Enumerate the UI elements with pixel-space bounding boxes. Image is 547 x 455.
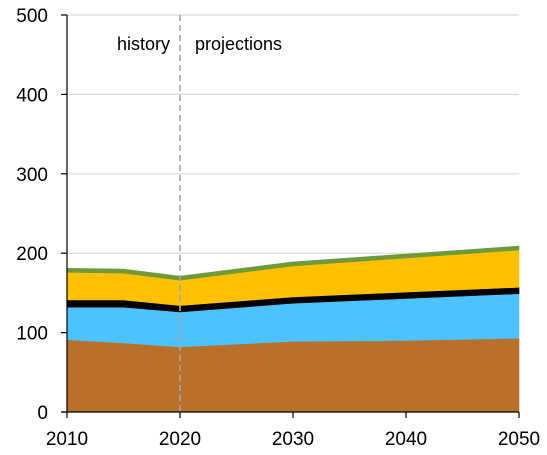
projections-label: projections	[195, 34, 282, 54]
axes: 0 100 200 300 400 500 2010 2020 2030 2040 2050	[16, 6, 540, 450]
x-tick-label-2010: 2010	[46, 429, 88, 450]
area-series-1	[66, 337, 520, 413]
y-tick-label-200: 200	[16, 244, 48, 265]
history-label: history	[117, 34, 170, 54]
x-tick-label-2050: 2050	[498, 429, 540, 450]
y-tick-label-0: 0	[37, 403, 48, 424]
y-tick-label-400: 400	[16, 85, 48, 106]
x-tick-label-2040: 2040	[385, 429, 427, 450]
x-tick-label-2020: 2020	[159, 429, 201, 450]
y-tick-label-100: 100	[16, 324, 48, 345]
y-tick-label-300: 300	[16, 165, 48, 186]
y-tick-label-500: 500	[16, 6, 48, 27]
area-series-group	[66, 245, 520, 413]
x-tick-label-2030: 2030	[272, 429, 314, 450]
